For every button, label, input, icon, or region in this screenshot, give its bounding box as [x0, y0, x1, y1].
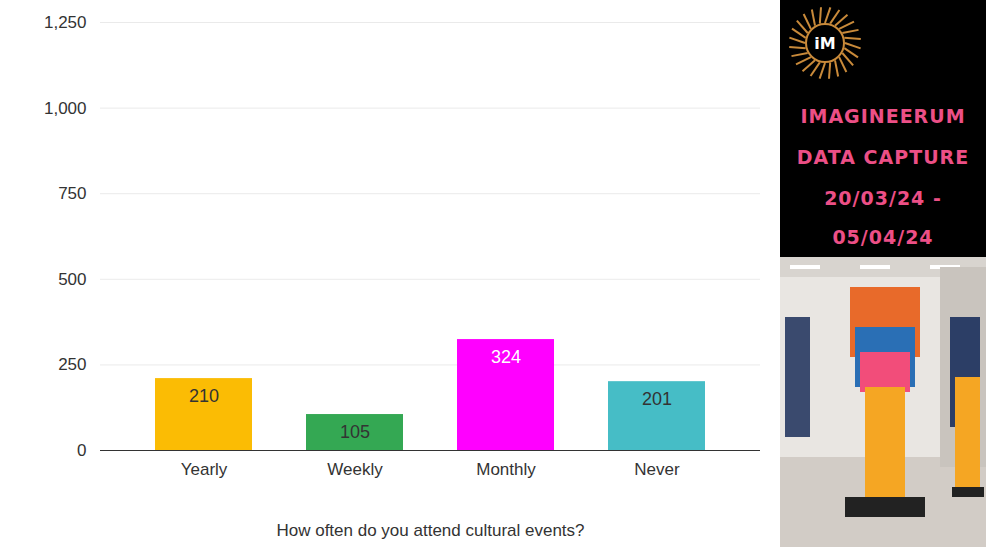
svg-text:Monthly: Monthly [476, 460, 536, 479]
svg-text:1,250: 1,250 [44, 13, 87, 32]
svg-text:Yearly: Yearly [181, 460, 228, 479]
svg-text:324: 324 [491, 347, 521, 367]
svg-text:250: 250 [58, 355, 86, 374]
svg-text:Never: Never [634, 460, 680, 479]
svg-text:750: 750 [58, 184, 86, 203]
svg-text:1,000: 1,000 [44, 99, 87, 118]
html-text:20/03/24 -: 20/03/24 - [824, 187, 942, 209]
svg-text:Weekly: Weekly [327, 460, 383, 479]
svg-text:105: 105 [340, 422, 370, 442]
html-text:IMAGINEERUM: IMAGINEERUM [800, 105, 966, 127]
svg-text:500: 500 [58, 270, 86, 289]
svg-text:0: 0 [77, 441, 86, 460]
html-text:DATA CAPTURE: DATA CAPTURE [796, 146, 970, 168]
svg-text:iM: iM [814, 34, 835, 53]
svg-text:201: 201 [642, 389, 672, 409]
svg-text:210: 210 [189, 386, 219, 406]
html-text:05/04/24: 05/04/24 [832, 226, 934, 248]
svg-text:How often do you attend cultur: How often do you attend cultural events? [276, 521, 584, 540]
